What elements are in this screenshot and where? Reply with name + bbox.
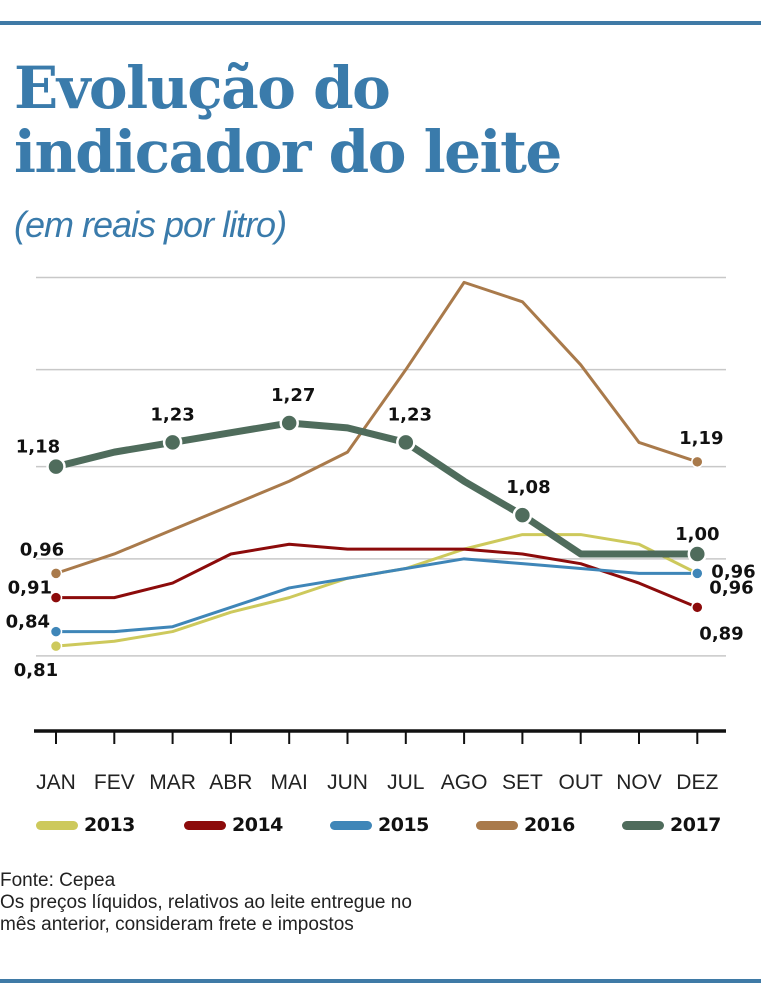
data-label-2015-jan: 0,84: [6, 612, 50, 633]
title-line-1: Evolução do: [14, 54, 391, 122]
marker-2014-dez: [691, 601, 704, 614]
month-label-out: OUT: [559, 771, 604, 794]
marker-2017-jan: [46, 456, 66, 477]
marker-2017-mar: [162, 432, 183, 453]
data-label-2013-jan: 0,81: [14, 660, 58, 681]
series-markers: [46, 413, 708, 653]
legend-swatch: [330, 820, 372, 830]
legend: 2013 2014 2015 2016 2017: [36, 814, 736, 840]
marker-2017-dez: [687, 544, 708, 564]
month-label-jul: JUL: [387, 771, 424, 794]
legend-label: 2013: [84, 814, 135, 836]
legend-label: 2016: [524, 814, 575, 836]
source-note: Fonte: Cepea: [0, 870, 116, 891]
legend-label: 2015: [378, 814, 429, 836]
month-label-set: SET: [502, 771, 543, 794]
month-label-ago: AGO: [441, 771, 488, 794]
legend-swatch: [622, 820, 664, 830]
marker-2015-dez: [691, 567, 704, 580]
month-labels: JAN FEV MAR ABR MAI JUN JUL AGO SET OUT NOV DEZ: [36, 771, 718, 794]
month-label-jun: JUN: [327, 771, 368, 794]
legend-item-2016: 2016: [476, 814, 575, 836]
marker-2016-jan: [49, 567, 63, 580]
data-label-2015-dez: 0,96: [711, 561, 755, 582]
marker-2016-dez: [691, 455, 704, 469]
data-label-2017-jul: 1,23: [388, 404, 432, 425]
legend-swatch: [184, 820, 226, 830]
legend-label: 2017: [670, 814, 721, 836]
legend-item-2013: 2013: [36, 814, 135, 836]
chart-title: Evolução do indicador do leite: [14, 54, 562, 186]
legend-label: 2014: [232, 814, 283, 836]
data-label-2016-jan: 0,96: [20, 539, 64, 560]
chart-subtitle: (em reais por litro): [14, 204, 287, 245]
title-line-2: indicador do leite: [14, 118, 562, 186]
legend-item-2014: 2014: [184, 814, 283, 836]
series-line-2014: [54, 542, 699, 609]
marker-2014-jan: [49, 591, 63, 604]
series-lines: [52, 280, 701, 648]
month-label-jan: JAN: [36, 771, 76, 794]
data-label-2017-dez: 1,00: [675, 524, 719, 545]
series-line-2015: [54, 557, 699, 634]
data-label-2017-jan: 1,18: [16, 437, 60, 458]
legend-swatch: [476, 820, 518, 830]
month-label-mai: MAI: [271, 771, 308, 794]
gridlines: [36, 276, 726, 657]
bottom-rule: [0, 979, 761, 983]
data-label-2014-dez: 0,89: [699, 623, 743, 644]
month-label-mar: MAR: [149, 771, 196, 794]
marker-2013-jan: [49, 639, 63, 653]
series-line-2016: [54, 280, 699, 575]
legend-swatch: [36, 820, 78, 830]
marker-2017-set: [512, 505, 533, 525]
data-label-2013-dez: 0,96: [709, 577, 753, 598]
marker-2017-jul: [396, 432, 416, 453]
marker-2015-jan: [49, 625, 63, 638]
data-label-2017-mai: 1,27: [271, 385, 315, 406]
data-label-2017-mar: 1,23: [150, 404, 194, 425]
method-note-line-1: Os preços líquidos, relativos ao leite e…: [0, 892, 412, 913]
month-label-abr: ABR: [209, 771, 252, 794]
data-label-2014-jan: 0,91: [8, 578, 52, 599]
marker-2017-mai: [279, 413, 299, 433]
x-axis: [34, 729, 726, 744]
data-label-2016-dez: 1,19: [679, 428, 723, 449]
legend-item-2017: 2017: [622, 814, 721, 836]
month-label-nov: NOV: [616, 771, 662, 794]
top-rule: [0, 21, 761, 25]
legend-item-2015: 2015: [330, 814, 429, 836]
method-note-line-2: mês anterior, consideram frete e imposto…: [0, 914, 354, 935]
series-line-2017: [52, 419, 701, 558]
line-chart: 0,810,960,910,890,840,960,961,191,181,23…: [6, 276, 756, 794]
month-label-dez: DEZ: [676, 771, 718, 794]
footer: Fonte: Cepea Os preços líquidos, relativ…: [0, 870, 412, 936]
month-label-fev: FEV: [94, 771, 135, 794]
data-labels: 0,810,960,910,890,840,960,961,191,181,23…: [6, 385, 756, 681]
data-label-2017-set: 1,08: [506, 477, 550, 498]
